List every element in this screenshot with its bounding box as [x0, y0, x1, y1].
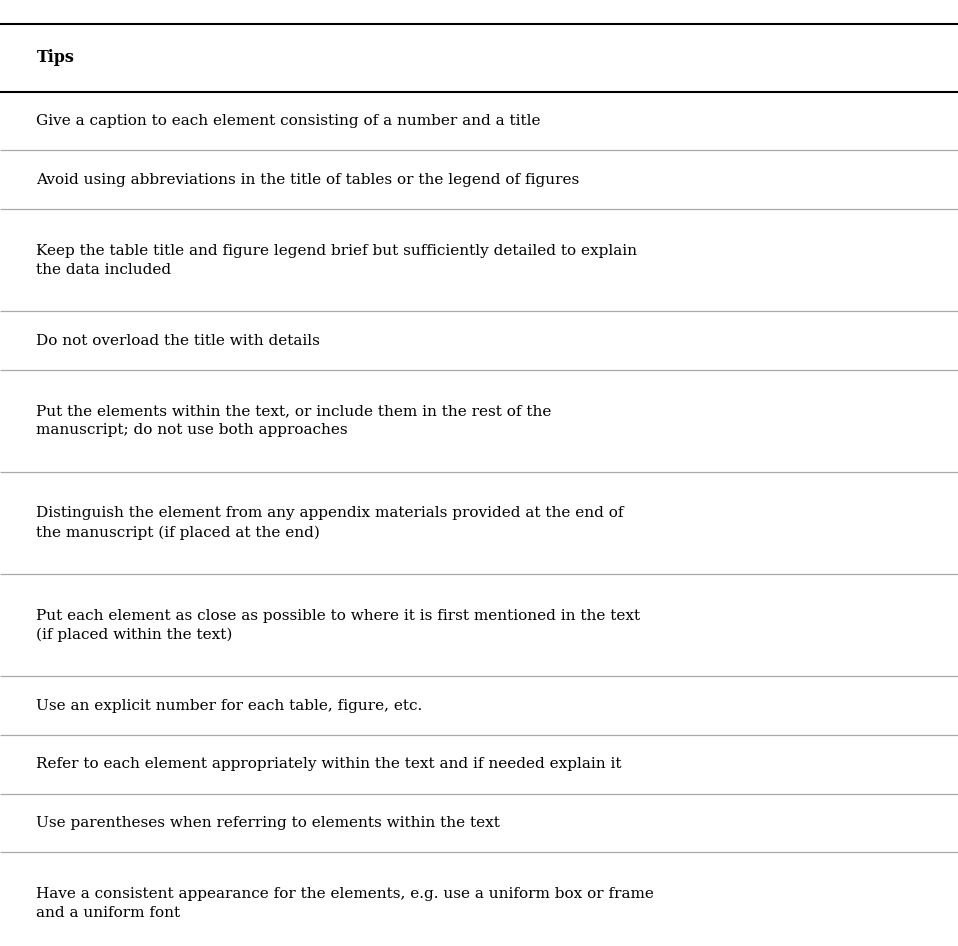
- Text: Have a consistent appearance for the elements, e.g. use a uniform box or frame
a: Have a consistent appearance for the ele…: [36, 887, 654, 920]
- Text: Use parentheses when referring to elements within the text: Use parentheses when referring to elemen…: [36, 816, 500, 830]
- Text: Keep the table title and figure legend brief but sufficiently detailed to explai: Keep the table title and figure legend b…: [36, 244, 637, 276]
- Text: Tips: Tips: [36, 49, 75, 66]
- Text: Refer to each element appropriately within the text and if needed explain it: Refer to each element appropriately with…: [36, 758, 622, 771]
- Text: Put the elements within the text, or include them in the rest of the
manuscript;: Put the elements within the text, or inc…: [36, 405, 552, 437]
- Text: Avoid using abbreviations in the title of tables or the legend of figures: Avoid using abbreviations in the title o…: [36, 173, 580, 186]
- Text: Use an explicit number for each table, figure, etc.: Use an explicit number for each table, f…: [36, 699, 422, 712]
- Text: Distinguish the element from any appendix materials provided at the end of
the m: Distinguish the element from any appendi…: [36, 506, 624, 540]
- Text: Do not overload the title with details: Do not overload the title with details: [36, 334, 320, 347]
- Text: Give a caption to each element consisting of a number and a title: Give a caption to each element consistin…: [36, 114, 541, 128]
- Text: Put each element as close as possible to where it is first mentioned in the text: Put each element as close as possible to…: [36, 608, 641, 642]
